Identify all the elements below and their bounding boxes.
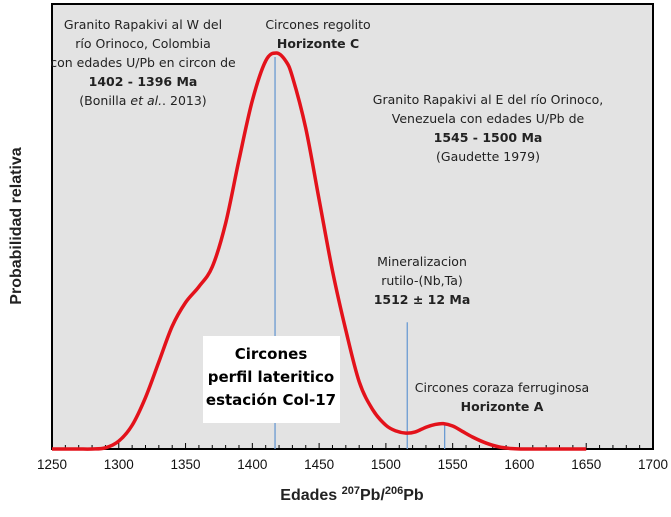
legend-box xyxy=(203,336,340,423)
svg-text:Venezuela con edades U/Pb de: Venezuela con edades U/Pb de xyxy=(392,111,585,126)
svg-text:Mineralizacion: Mineralizacion xyxy=(377,254,467,269)
x-tick-label: 1500 xyxy=(371,457,401,472)
svg-text:(Bonilla et al.. 2013): (Bonilla et al.. 2013) xyxy=(79,93,206,108)
y-axis-label: Probabilidad relativa xyxy=(8,147,25,304)
svg-text:Circones regolito: Circones regolito xyxy=(265,17,370,32)
annotation-regolito: Circones regolito Horizonte C xyxy=(265,17,370,51)
svg-text:Granito Rapakivi al W del: Granito Rapakivi al W del xyxy=(64,17,222,32)
svg-text:río Orinoco, Colombia: río Orinoco, Colombia xyxy=(75,36,210,51)
svg-text:con edades U/Pb en circon de: con edades U/Pb en circon de xyxy=(50,55,236,70)
annotation-coraza: Circones coraza ferruginosa Horizonte A xyxy=(415,380,589,414)
x-tick-label: 1400 xyxy=(237,457,267,472)
legend-line-2: perfil lateritico xyxy=(208,368,334,386)
svg-text:Horizonte C: Horizonte C xyxy=(277,36,359,51)
svg-text:Granito Rapakivi al E del río: Granito Rapakivi al E del río Orinoco, xyxy=(373,92,603,107)
annotation-east: Granito Rapakivi al E del río Orinoco, V… xyxy=(373,92,603,164)
legend-line-3: estación Col-17 xyxy=(206,391,336,409)
annotation-mineralizacion: Mineralizacion rutilo-(Nb,Ta) 1512 ± 12 … xyxy=(374,254,471,307)
svg-text:1402 - 1396 Ma: 1402 - 1396 Ma xyxy=(89,74,198,89)
svg-text:1545 - 1500 Ma: 1545 - 1500 Ma xyxy=(434,130,543,145)
x-axis-label: Edades 207Pb/206Pb xyxy=(280,485,424,504)
x-tick-label: 1350 xyxy=(171,457,201,472)
probability-curve xyxy=(52,51,587,451)
x-tick-label: 1650 xyxy=(571,457,601,472)
legend-line-1: Circones xyxy=(235,345,308,363)
x-tick-label: 1550 xyxy=(438,457,468,472)
x-tick-label: 1600 xyxy=(504,457,534,472)
annotation-west: Granito Rapakivi al W del río Orinoco, C… xyxy=(50,17,236,108)
x-tick-label: 1450 xyxy=(304,457,334,472)
plot-area xyxy=(51,3,654,450)
svg-text:rutilo-(Nb,Ta): rutilo-(Nb,Ta) xyxy=(381,273,463,288)
x-tick-label: 1300 xyxy=(104,457,134,472)
svg-text:Circones coraza ferruginosa: Circones coraza ferruginosa xyxy=(415,380,589,395)
x-tick-label: 1250 xyxy=(37,457,67,472)
svg-text:(Gaudette 1979): (Gaudette 1979) xyxy=(436,149,540,164)
svg-text:Horizonte A: Horizonte A xyxy=(461,399,544,414)
x-tick-label: 1700 xyxy=(638,457,668,472)
svg-text:1512 ± 12 Ma: 1512 ± 12 Ma xyxy=(374,292,471,307)
